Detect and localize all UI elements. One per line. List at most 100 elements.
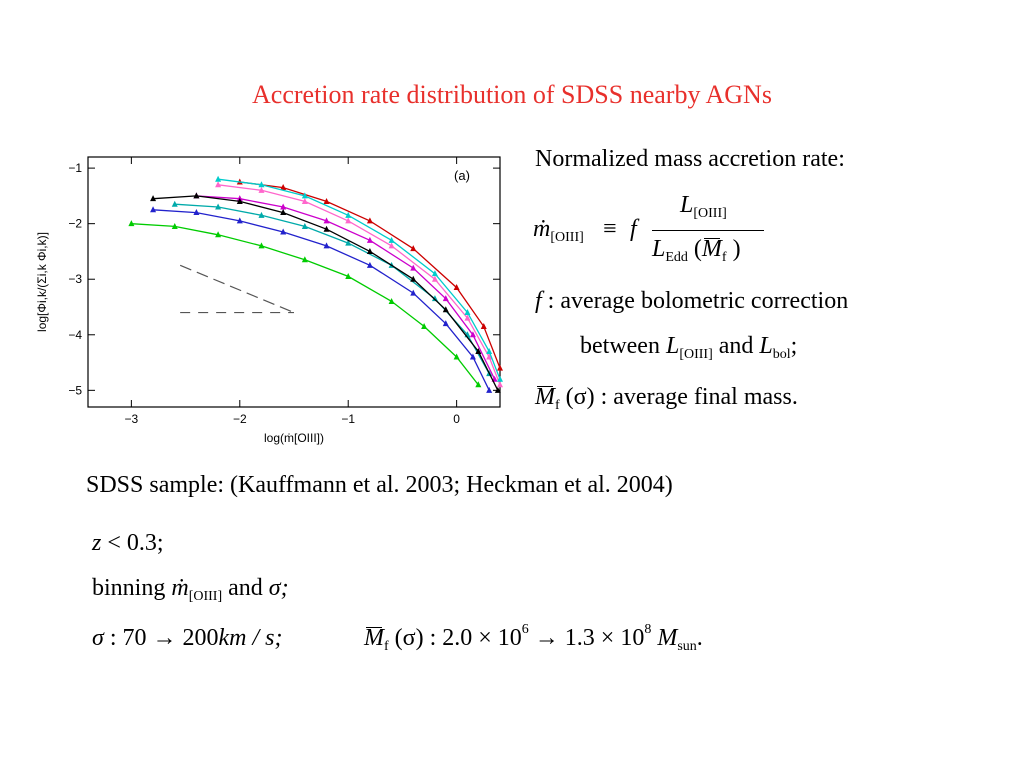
series-curve [218,178,501,380]
solar-mass-symbol: M [657,625,678,651]
data-point [301,197,308,204]
data-point [453,353,460,360]
mbar-final-symbol: M [535,384,555,410]
data-point [193,209,200,216]
data-point [421,322,428,329]
f-symbol: f [535,288,542,314]
mass-upper-exponent: 8 [644,622,652,637]
data-point [258,181,265,188]
mfinal-description: average final mass. [613,384,798,410]
data-point [150,195,157,202]
sdss-sample-line: SDSS sample: (Kauffmann et al. 2003; Hec… [86,472,673,498]
binning-mdot: ṁ [171,575,189,601]
f-colon: : [547,288,555,314]
data-point [497,375,503,382]
x-tick-label: −3 [125,412,139,426]
series-curve [239,181,501,369]
numerator-subscript: [OIII] [693,206,727,221]
binning-line: binning ṁ[OIII] and σ; [92,575,289,604]
y-tick-label: −5 [68,383,82,397]
data-point [442,306,449,313]
axis-ticks: −3 −2 −1 0 −1 −2 −3 −4 −5 [68,157,500,426]
x-axis-label: log(ṁ[OIII]) [264,431,324,445]
data-point [215,181,222,188]
data-series [128,175,503,393]
sigma-argument: (σ) : [565,384,608,410]
data-point [475,347,482,354]
sigma-range-line: σ : 70 → 200km / s; [92,625,283,652]
data-point [258,242,265,249]
mbar-sample-subscript: f [384,639,389,654]
period: . [696,625,703,651]
data-point [486,386,493,393]
mbar-symbol: M [701,236,722,262]
data-point [388,242,395,249]
series-curve [131,223,479,386]
data-point [345,272,352,279]
data-point [323,242,330,249]
f-factor: f [630,216,637,242]
l-bol-subscript: bol [772,347,791,362]
f-description: average bolometric correction [560,288,849,314]
fraction-bar [652,230,764,231]
data-point [442,295,449,302]
data-point [486,347,493,354]
y-tick-label: −2 [68,217,82,231]
accretion-rate-chart: −3 −2 −1 0 −1 −2 −3 −4 −5 (a) log(ṁ[OIII]) log[Φ… [35,156,503,445]
mass-upper: → 1.3 × 10 [534,625,645,651]
data-point [345,211,352,218]
mdot-subscript: [OIII] [550,230,584,245]
data-point [366,247,373,254]
data-point [431,270,438,277]
data-point [258,186,265,193]
fraction-denominator: LEdd (Mf ) [652,236,741,265]
paren-close: ) [732,236,741,262]
mass-lower: (σ) : 2.0 × 10 [394,625,522,651]
data-point [236,217,243,224]
series-curve [153,209,490,391]
data-point [480,322,487,329]
binning-sigma: σ; [268,575,289,601]
l-bol-symbol: L [759,333,773,359]
paren-open: ( [693,236,702,262]
y-axis-label: log[Φi,k/(Σi,k Φi,k)] [35,232,49,332]
data-point [280,184,287,191]
data-point [215,175,222,182]
data-point [236,197,243,204]
denominator-L: L [652,236,666,262]
data-point [469,331,476,338]
x-tick-label: −2 [233,412,247,426]
redshift-cut: z < 0.3; [92,530,164,557]
data-point [301,222,308,229]
data-point [431,275,438,282]
mass-lower-exponent: 6 [521,622,529,637]
data-point [453,284,460,291]
data-point [301,256,308,263]
sigma-colon: : [109,625,117,651]
mdot-char: ṁ [533,216,551,242]
data-point [345,239,352,246]
series-curve [174,203,490,375]
data-point [128,220,135,227]
mfinal-definition: Mf (σ) : average final mass. [535,384,798,413]
series-curve [153,195,499,391]
reference-lines [179,264,295,314]
sigma-range: 70 → 200 [122,625,219,651]
l-oiii-subscript: [OIII] [679,347,713,362]
reference-line [179,264,295,314]
data-point [497,381,503,388]
data-point [388,297,395,304]
data-point [193,192,200,199]
mbar-sample-symbol: M [364,625,384,651]
binning-subscript: [OIII] [188,589,223,604]
mbar-subscript: f [721,250,727,265]
sigma-units: km / s; [218,625,283,651]
data-point [486,353,493,360]
data-point [464,314,471,321]
mass-range-line: Mf (σ) : 2.0 × 106 → 1.3 × 108 Msun. [364,622,703,654]
data-point [171,200,178,207]
data-point [280,203,287,210]
numerator-L: L [680,192,694,218]
panel-label: (a) [454,168,470,183]
data-point [258,211,265,218]
